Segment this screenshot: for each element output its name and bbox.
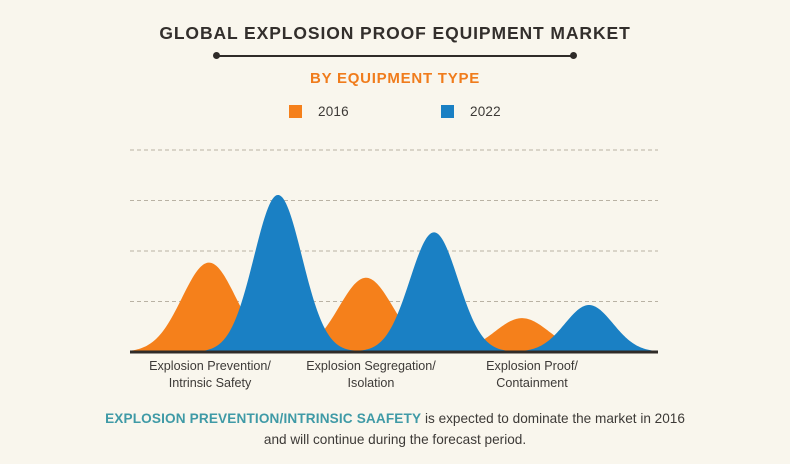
page-subtitle: BY EQUIPMENT TYPE [309,70,480,87]
category-label-1-line2: Isolation [347,376,395,390]
category-label-1: Explosion Segregation/ Isolation [276,358,466,392]
legend-label-2016: 2016 [318,103,349,119]
page-title: GLOBAL EXPLOSION PROOF EQUIPMENT MARKET [159,23,631,43]
legend-swatch-2022 [441,104,454,118]
category-label-2-line2: Containment [496,376,568,390]
legend-item-2016[interactable]: 2016 [289,101,349,121]
series-area-2016[interactable] [130,262,658,352]
divider-dot-left-icon [213,52,220,59]
legend-item-2022[interactable]: 2022 [441,101,501,121]
category-label-1-line1: Explosion Segregation/ [306,359,436,373]
legend-swatch-2016 [289,104,302,118]
chart-series-areas [130,194,658,352]
category-label-2: Explosion Proof/ Containment [437,358,627,392]
category-label-0-line2: Intrinsic Safety [168,376,252,390]
chart-caption: EXPLOSION PREVENTION/INTRINSIC SAAFETY i… [95,408,695,450]
chart-legend: 2016 2022 [0,101,790,121]
category-label-0: Explosion Prevention/ Intrinsic Safety [115,358,305,392]
series-area-2022[interactable] [130,194,658,352]
caption-rest: is expected to dominate the market in 20… [263,411,685,447]
divider-line [217,55,573,57]
caption-highlight: EXPLOSION PREVENTION/INTRINSIC SAAFETY [105,411,422,426]
category-label-2-line1: Explosion Proof/ [486,359,578,373]
category-label-0-line1: Explosion Prevention/ [149,359,271,373]
divider-dot-right-icon [570,52,577,59]
title-divider [213,50,577,62]
chart-category-labels: Explosion Prevention/ Intrinsic Safety E… [0,358,790,402]
title-block: GLOBAL EXPLOSION PROOF EQUIPMENT MARKET … [0,22,790,89]
legend-label-2022: 2022 [470,103,501,119]
